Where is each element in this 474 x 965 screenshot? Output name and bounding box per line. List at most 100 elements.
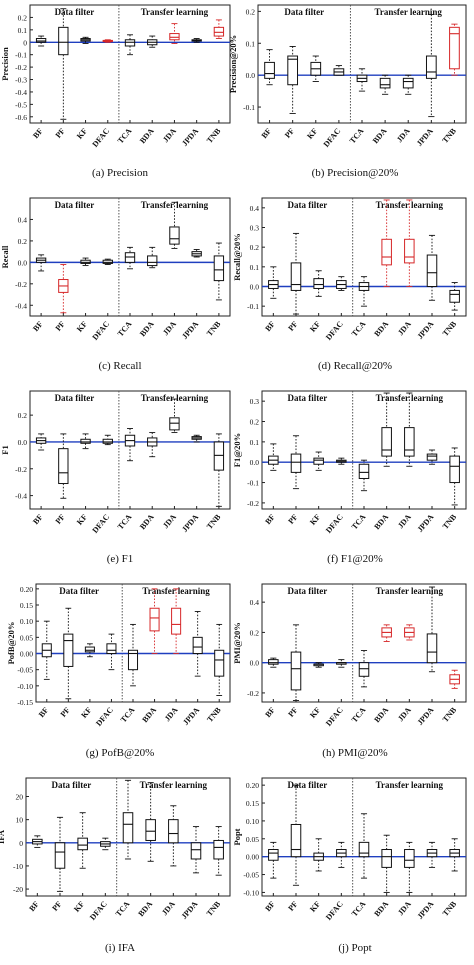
ytick-label-f: 0.3: [250, 397, 260, 406]
ytick-label-c: -0.4: [15, 301, 27, 310]
ytick-label-g: 0.10: [20, 617, 33, 626]
group-label-transfer-learning-i: Transfer learning: [140, 780, 208, 790]
xtick-label-j: TCA: [350, 899, 368, 918]
box-d-tnb: [449, 282, 460, 311]
ytick-label-f: -0.1: [247, 479, 259, 488]
xtick-label-a: JDA: [161, 126, 178, 144]
box-iqr: [358, 662, 370, 677]
ytick-label-j: -0.10: [243, 888, 259, 897]
group-label-data-filter-b: Data filter: [284, 7, 324, 17]
box-iqr: [449, 455, 460, 484]
box-iqr: [404, 427, 415, 457]
ytick-label-c: 0.0: [18, 258, 28, 267]
ylabel-f: F1@20%: [232, 433, 242, 467]
xtick-label-i: DFAC: [88, 899, 109, 922]
box-i-kf: [77, 812, 88, 869]
box-iqr: [124, 39, 136, 47]
xtick-label-b: JDA: [395, 126, 412, 144]
caption-e: (e) F1: [106, 553, 134, 565]
xtick-label-i: TCA: [114, 899, 132, 918]
xtick-label-d: PF: [286, 319, 299, 332]
xtick-label-f: JPDA: [415, 512, 435, 534]
box-j-dfac: [336, 841, 347, 868]
xtick-label-c: TNB: [205, 319, 223, 338]
box-e-bf: [35, 433, 47, 451]
chart-h: -0.2 0.0 0.2 0.4 PMI@20% Data filter Transfer …: [232, 583, 467, 728]
box-f-dfac: [336, 457, 347, 465]
ytick-label-j: 0.20: [246, 781, 259, 790]
box-iqr: [102, 438, 113, 444]
chart-a: -0.6 -0.5 -0.4 -0.3 -0.2 -0.1 0 0.1 0.2 Precision…: [0, 4, 231, 149]
box-c-bf: [35, 254, 47, 272]
xtick-label-f: TNB: [441, 512, 459, 531]
box-iqr: [35, 38, 47, 43]
box-i-bda: [145, 782, 156, 862]
group-label-data-filter-h: Data filter: [287, 586, 327, 596]
box-a-kf: [80, 36, 91, 44]
xtick-label-f: TCA: [350, 512, 368, 531]
box-b-bf: [264, 49, 275, 86]
xtick-label-h: BF: [263, 705, 277, 719]
xtick-label-g: DFAC: [94, 705, 115, 728]
xtick-label-g: TCA: [119, 705, 137, 724]
ytick-label-j: -0.05: [243, 871, 259, 880]
xtick-label-i: KF: [72, 899, 86, 913]
xtick-label-c: JPDA: [180, 319, 200, 341]
box-i-dfac: [100, 837, 111, 851]
ytick-label-e: 0.2: [18, 411, 28, 420]
xtick-label-h: TNB: [441, 705, 459, 724]
box-b-dfac: [333, 65, 345, 76]
xtick-label-i: BDA: [136, 899, 154, 918]
xtick-label-i: JDA: [160, 899, 177, 917]
ytick-label-a: 0: [23, 38, 27, 47]
box-d-bf: [268, 266, 279, 299]
box-e-jda: [169, 398, 180, 434]
box-iqr: [381, 849, 392, 868]
xtick-label-i: BF: [27, 899, 41, 913]
box-h-jpda: [426, 586, 438, 673]
ytick-label-c: 0.2: [18, 237, 28, 246]
caption-h: (h) PMI@20%: [322, 747, 388, 759]
xtick-label-d: TCA: [350, 319, 368, 338]
ytick-label-g: 0.20: [20, 585, 33, 594]
ytick-label-h: 0.0: [250, 659, 260, 668]
ytick-label-f: 0.0: [250, 458, 260, 467]
box-c-jda: [169, 201, 180, 249]
xtick-label-e: BDA: [138, 512, 156, 531]
box-j-jda: [404, 841, 415, 893]
box-iqr: [426, 453, 438, 461]
xtick-label-a: BF: [31, 126, 45, 140]
box-iqr: [169, 33, 180, 41]
ytick-label-i: -10: [13, 862, 23, 871]
box-e-dfac: [102, 434, 113, 446]
box-b-tca: [356, 68, 368, 92]
ytick-label-b: -0.1: [243, 103, 255, 112]
ytick-label-e: -0.4: [15, 492, 27, 501]
box-iqr: [268, 849, 279, 861]
xtick-label-a: JPDA: [180, 126, 200, 148]
box-iqr: [268, 659, 279, 665]
box-c-pf: [58, 264, 69, 314]
ytick-label-a: -0.3: [15, 76, 27, 85]
group-label-transfer-learning-g: Transfer learning: [142, 586, 210, 596]
box-h-jda: [404, 624, 415, 641]
xtick-label-h: PF: [286, 705, 299, 718]
ytick-label-j: 0.05: [246, 835, 259, 844]
box-iqr: [54, 842, 66, 869]
ytick-label-j: 0.10: [246, 817, 259, 826]
box-f-tca: [358, 459, 370, 492]
ytick-label-b: 0.2: [246, 7, 256, 16]
xtick-label-g: PF: [59, 705, 72, 718]
ytick-label-d: 0.1: [250, 263, 260, 272]
box-i-tnb: [213, 826, 224, 876]
xtick-label-b: JPDA: [415, 126, 435, 148]
box-i-jda: [168, 805, 179, 867]
box-g-tnb: [214, 623, 225, 696]
box-iqr: [213, 26, 225, 37]
box-d-dfac: [336, 276, 347, 291]
xtick-label-h: KF: [308, 705, 322, 719]
box-iqr: [379, 77, 391, 89]
box-iqr: [287, 55, 299, 86]
box-d-pf: [290, 232, 302, 315]
